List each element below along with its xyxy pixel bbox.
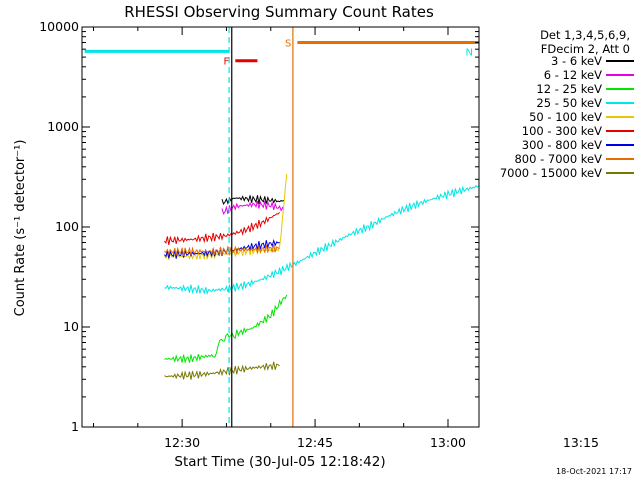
series-5 [164, 198, 480, 245]
legend: 3 - 6 keV 6 - 12 keV 12 - 25 keV 25 - 50 ke… [486, 54, 636, 180]
legend-swatch [606, 144, 634, 146]
legend-title-line-1: Det 1,3,4,5,6,9, [540, 28, 630, 42]
legend-swatch [606, 130, 634, 132]
x-tick-label: 12:45 [297, 435, 333, 450]
legend-label: 800 - 7000 keV [514, 152, 602, 166]
legend-entry: 25 - 50 keV [486, 96, 636, 110]
x-axis-label: Start Time (30-Jul-05 12:18:42) [174, 454, 385, 470]
flag-label: N [466, 47, 473, 58]
legend-entry: 3 - 6 keV [486, 54, 636, 68]
series-line [164, 173, 288, 261]
y-axis-label: Count Rate (s⁻¹ detector⁻¹) [13, 140, 28, 317]
legend-entry: 12 - 25 keV [486, 82, 636, 96]
legend-entry: 100 - 300 keV [486, 124, 636, 138]
series-line [164, 361, 280, 380]
series-line [164, 184, 480, 295]
legend-entry: 7000 - 15000 keV [486, 166, 636, 180]
y-tick-label: 10000 [39, 19, 79, 34]
y-tick-label: 100 [55, 219, 79, 234]
legend-swatch [606, 102, 634, 104]
series-line [164, 238, 280, 259]
legend-swatch [606, 116, 634, 118]
y-tick-label: 1 [71, 419, 79, 434]
chart-title: RHESSI Observing Summary Count Rates [124, 3, 434, 21]
series-line [164, 244, 280, 256]
legend-label: 25 - 50 keV [536, 96, 602, 110]
flag-label: F [224, 57, 230, 68]
legend-entry: 6 - 12 keV [486, 68, 636, 82]
x-tick-label: 12:30 [164, 435, 200, 450]
legend-swatch [606, 60, 634, 62]
legend-entry: 50 - 100 keV [486, 110, 636, 124]
series-line [221, 195, 285, 205]
series-7 [164, 228, 480, 256]
series-line [164, 212, 280, 245]
legend-label: 50 - 100 keV [529, 110, 602, 124]
plot-frame [81, 26, 480, 428]
axis-layer: 11010010001000012:3012:4513:0013:1513:30… [39, 19, 599, 450]
legend-swatch [606, 88, 634, 90]
legend-label: 6 - 12 keV [543, 68, 602, 82]
legend-label: 12 - 25 keV [536, 82, 602, 96]
legend-swatch [606, 158, 634, 160]
series-0 [221, 144, 480, 215]
series-4 [164, 173, 480, 261]
x-tick-label: 13:15 [563, 435, 599, 450]
legend-entry: 300 - 800 keV [486, 138, 636, 152]
legend-entry: 800 - 7000 keV [486, 152, 636, 166]
legend-title-line-2: FDecim 2, Att 0 [540, 42, 630, 56]
legend-label: 100 - 300 keV [521, 124, 602, 138]
legend-label: 3 - 6 keV [551, 54, 602, 68]
series-layer [164, 124, 480, 427]
legend-label: 7000 - 15000 keV [499, 166, 602, 180]
timestamp-stamp: 18-Oct-2021 17:17 [556, 467, 632, 476]
legend-swatch [606, 74, 634, 76]
annotation-layer: N F S [84, 27, 479, 427]
legend-swatch [606, 172, 634, 174]
y-tick-label: 1000 [47, 119, 79, 134]
series-line [221, 200, 285, 215]
y-tick-label: 10 [63, 319, 79, 334]
series-1 [221, 124, 480, 427]
legend-label: 300 - 800 keV [521, 138, 602, 152]
series-2 [164, 245, 480, 364]
series-line [164, 294, 288, 364]
series-8 [164, 345, 480, 381]
legend-title: Det 1,3,4,5,6,9, FDecim 2, Att 0 [540, 28, 630, 56]
x-tick-label: 13:00 [430, 435, 466, 450]
flag-label: S [285, 38, 291, 49]
